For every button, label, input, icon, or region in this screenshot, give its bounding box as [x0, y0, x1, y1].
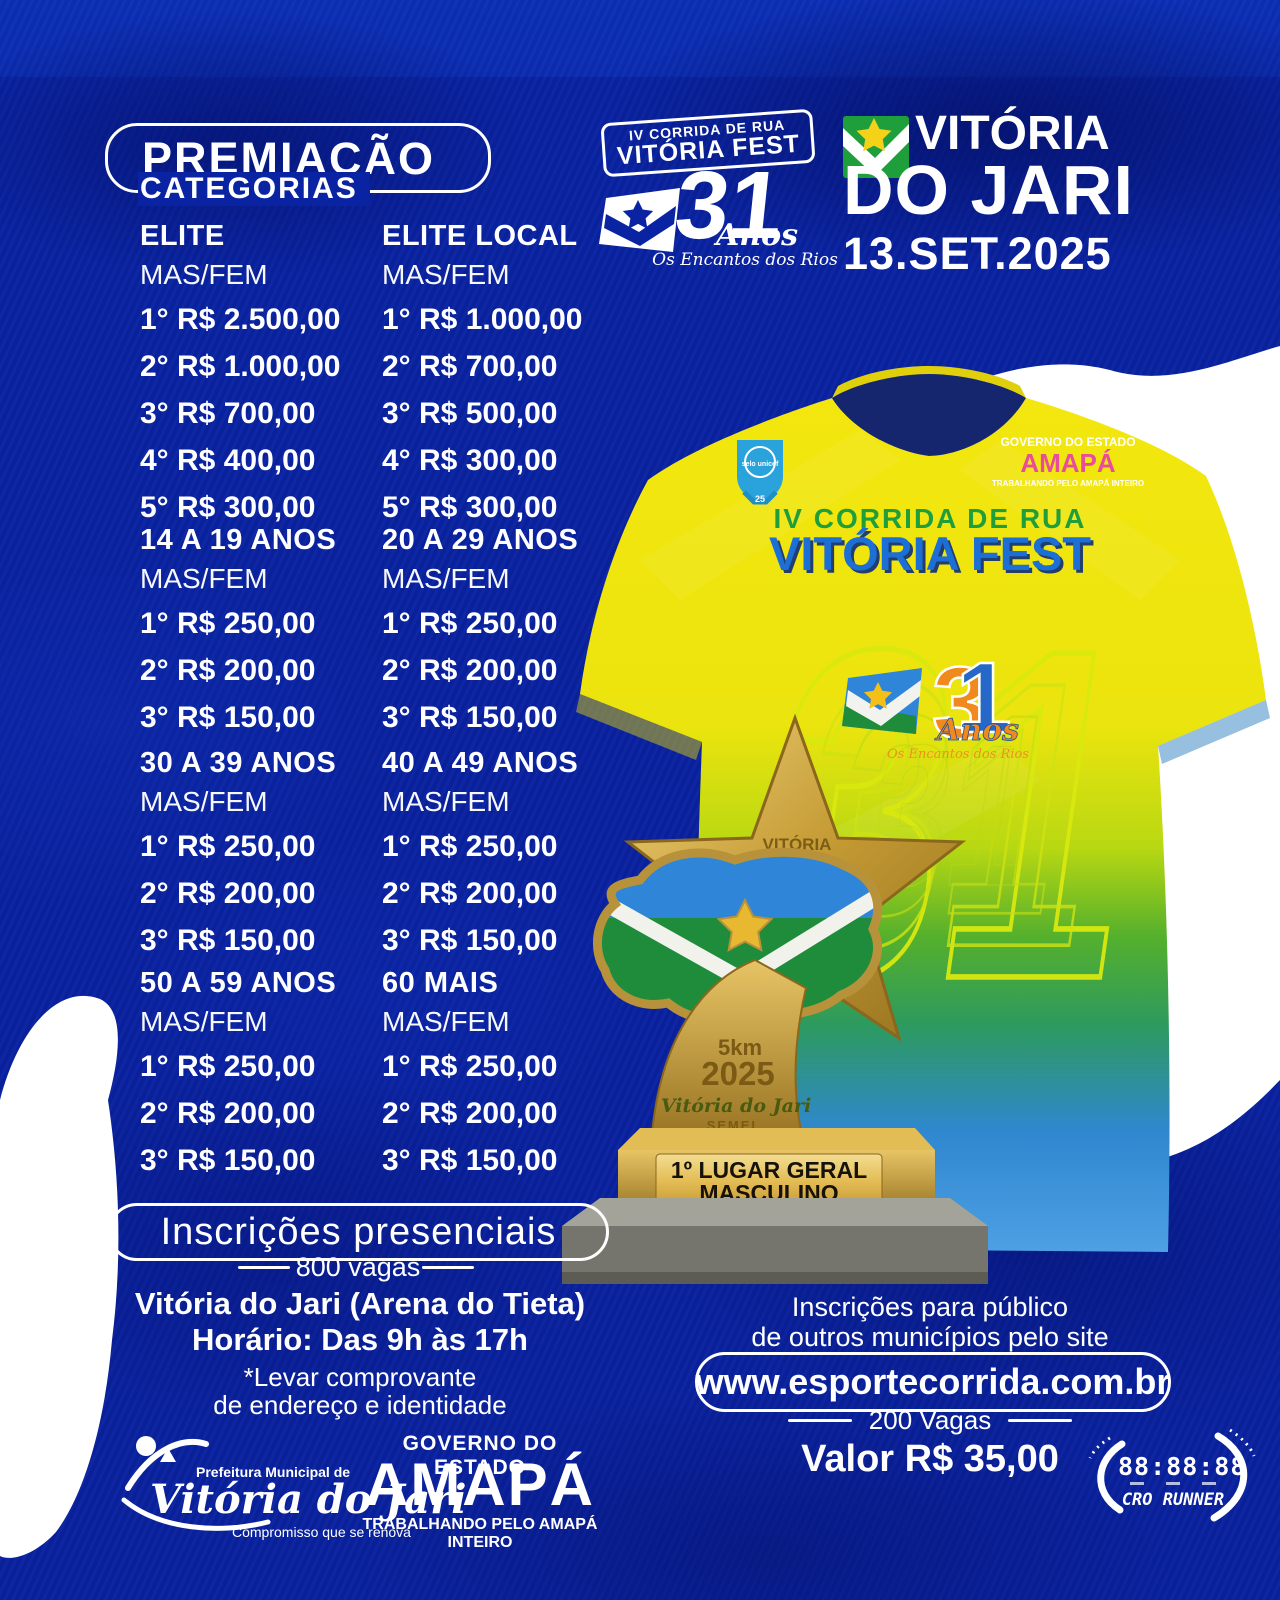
- timer-ticks: [1130, 1482, 1216, 1485]
- timer-display: 88:88:88: [1118, 1452, 1247, 1481]
- timer-brand: CRO RUNNER: [1121, 1490, 1225, 1510]
- categorias-subtitle: CATEGORIAS: [138, 172, 370, 206]
- event-years-label: Anos: [716, 218, 798, 253]
